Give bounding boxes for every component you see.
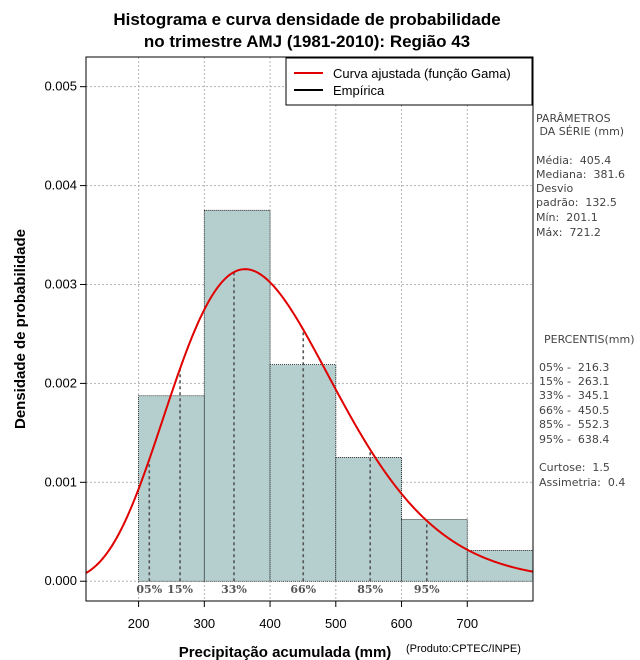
- percentile-line: 15% - 263.1: [539, 375, 609, 388]
- parameter-line: Média: 405.4: [536, 154, 611, 167]
- x-tick-label: 500: [325, 616, 347, 631]
- x-tick-label: 600: [391, 616, 413, 631]
- histogram-bar: [138, 395, 205, 582]
- y-axis: 0.000 0.001 0.002 0.003 0.004 0.005: [44, 79, 86, 588]
- percentile-line: 85% - 552.3: [539, 418, 609, 431]
- y-tick-label: 0.003: [44, 276, 77, 291]
- percentile-label: 33%: [221, 583, 247, 596]
- x-axis-label: Precipitação acumulada (mm): [179, 644, 392, 660]
- legend-label-empirical: Empírica: [333, 83, 385, 98]
- legend-label-fit: Curva ajustada (função Gama): [333, 66, 511, 81]
- x-axis: 200 300 400 500 600 700: [128, 601, 478, 631]
- y-tick-label: 0.005: [44, 79, 77, 94]
- percentile-labels: 05% 15% 33% 66% 85% 95%: [136, 583, 440, 596]
- skewness-line: Assimetria: 0.4: [539, 476, 625, 489]
- parameters-heading-2: DA SÉRIE (mm): [536, 125, 624, 138]
- parameters-heading-1: PARÂMETROS: [536, 112, 611, 125]
- y-tick-label: 0.004: [44, 178, 77, 193]
- percentile-label: 66%: [290, 583, 316, 596]
- histogram-bar: [401, 519, 468, 582]
- x-tick-label: 400: [259, 616, 281, 631]
- legend: Curva ajustada (função Gama) Empírica: [285, 57, 533, 106]
- plot-frame: [85, 56, 534, 602]
- chart-title-line-2: no trimestre AMJ (1981-2010): Região 43: [144, 32, 470, 51]
- percentile-label: 15%: [167, 583, 193, 596]
- parameter-line: Mediana: 381.6: [536, 168, 625, 181]
- percentile-line: 95% - 638.4: [539, 433, 609, 446]
- y-tick-label: 0.000: [44, 573, 77, 588]
- chart-title-line-1: Histograma e curva densidade de probabil…: [113, 10, 500, 29]
- x-tick-label: 300: [193, 616, 215, 631]
- legend-box: [285, 57, 533, 106]
- percentiles-heading: PERCENTIS(mm): [544, 333, 635, 346]
- percentile-line: 33% - 345.1: [539, 389, 609, 402]
- x-tick-label: 200: [128, 616, 150, 631]
- kurtosis-line: Curtose: 1.5: [539, 461, 610, 474]
- histogram-bar: [335, 457, 402, 582]
- percentiles-panel: PERCENTIS(mm) 05% - 216.3 15% - 263.1 33…: [539, 333, 635, 489]
- percentile-line: 05% - 216.3: [539, 361, 609, 374]
- y-axis-label: Densidade de probabilidade: [12, 229, 29, 429]
- parameter-line: Máx: 721.2: [536, 226, 601, 239]
- x-tick-label: 700: [456, 616, 478, 631]
- product-credit: (Produto:CPTEC/INPE): [406, 643, 521, 655]
- gamma-curve: [85, 268, 534, 574]
- series-parameters: PARÂMETROS DA SÉRIE (mm) Média: 405.4 Me…: [536, 112, 625, 239]
- percentile-line: 66% - 450.5: [539, 404, 609, 417]
- percentile-label: 85%: [357, 583, 383, 596]
- y-tick-label: 0.002: [44, 375, 77, 390]
- percentile-lines: [148, 272, 428, 582]
- parameter-line: Mín: 201.1: [536, 211, 598, 224]
- gamma-curve-group: [85, 268, 534, 574]
- histogram-bar: [203, 209, 271, 582]
- y-tick-label: 0.001: [44, 474, 77, 489]
- parameter-line: Desvio: [536, 182, 574, 195]
- parameter-line: padrão: 132.5: [536, 196, 617, 209]
- percentile-label: 95%: [414, 583, 440, 596]
- percentile-label: 05%: [136, 583, 162, 596]
